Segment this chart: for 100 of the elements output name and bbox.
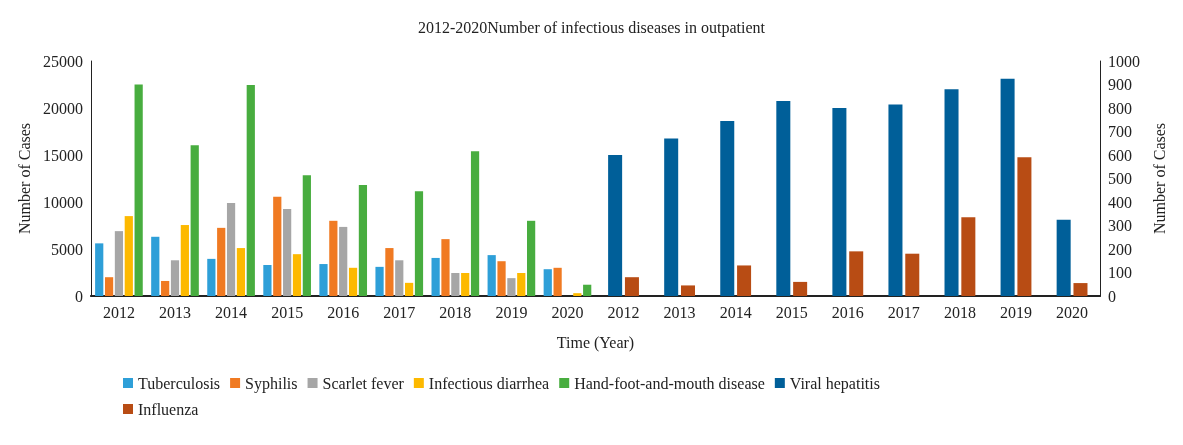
x-tick-label: 2014 [215,303,248,321]
bar [273,196,282,296]
x-tick-label: 2019 [1000,303,1032,321]
bar [114,231,124,296]
bar [776,100,791,296]
bar [226,202,236,296]
bar [95,243,104,296]
legend-label: Influenza [138,400,199,418]
y-tick-label: 25000 [42,52,83,70]
bar [487,255,496,296]
x-axis-title: Time (Year) [556,333,635,352]
bar [573,293,582,296]
bar [358,185,368,296]
bar [236,248,246,296]
bar [263,264,272,296]
bar [375,266,384,296]
x-tick-label: 2018 [943,303,976,321]
bar [507,278,516,296]
legend-label: Tuberculosis [138,374,221,392]
y2-tick-label: 300 [1108,217,1133,234]
bar [319,264,328,296]
legend-label: Syphilis [245,374,298,393]
bar [292,254,302,296]
x-tick-label: 2020 [1056,303,1089,321]
y-tick-label: 20000 [42,99,83,117]
bar [583,284,592,296]
y-tick-label: 0 [74,287,83,305]
bar [497,261,506,296]
bar [961,217,976,296]
y2-tick-label: 800 [1108,99,1133,117]
bar [104,277,114,296]
x-tick-label: 2017 [887,303,920,321]
bar [517,272,526,296]
y2-tick-label: 700 [1108,123,1133,140]
bar [681,285,696,296]
bar [470,151,480,296]
bar [190,145,199,296]
bar [451,272,460,296]
bar [339,226,348,296]
bar [134,84,143,296]
bar [849,251,864,296]
bar [553,267,562,296]
bar [905,253,920,296]
bar [395,260,404,296]
bar [1073,283,1088,296]
bar [944,89,959,296]
bar [151,236,160,296]
bar [1056,219,1071,296]
bar [329,220,338,296]
y-tick-label: 5000 [50,240,83,258]
bar [414,191,424,296]
x-tick-label: 2015 [775,303,808,321]
bar [170,260,180,296]
y2-tick-label: 1000 [1108,52,1141,70]
bar [441,239,450,296]
x-tick-label: 2013 [663,303,696,321]
y2-axis-title: Number of Cases [1150,122,1168,235]
y-axis-title: Number of Cases [15,122,33,235]
chart-title: 2012-2020Number of infectious diseases in outpatient [417,18,766,37]
y2-tick-label: 900 [1108,76,1133,93]
bar [832,108,847,296]
bar [527,220,536,296]
bar [217,227,226,296]
bar [1000,78,1015,296]
x-tick-label: 2017 [383,303,416,321]
x-tick-label: 2020 [551,303,584,321]
bar [543,269,552,296]
bar [124,216,133,296]
bar [180,225,189,296]
bar [207,258,216,296]
legend-label: Hand-foot-and-mouth disease [574,374,765,392]
bar [1017,157,1032,296]
legend-label: Infectious diarrhea [428,374,550,392]
y2-tick-label: 500 [1108,170,1133,187]
y2-tick-label: 0 [1108,287,1117,305]
bar [793,281,808,296]
y2-tick-label: 400 [1108,193,1133,211]
y2-tick-label: 600 [1108,146,1133,164]
x-tick-label: 2014 [719,303,752,321]
x-tick-label: 2013 [159,303,191,321]
bar [608,155,623,296]
bar [461,272,470,296]
x-tick-label: 2015 [271,303,304,321]
bar [431,257,440,296]
bar [302,175,311,296]
x-tick-label: 2018 [439,303,472,321]
x-tick-label: 2016 [831,303,864,321]
bar [283,209,292,296]
bar [161,280,170,296]
legend-label: Viral hepatitis [789,374,880,393]
bar [405,282,414,296]
bar [664,138,679,296]
bar [720,120,735,296]
y2-tick-label: 200 [1108,240,1133,258]
legend-label: Scarlet fever [322,374,405,392]
y2-tick-label: 100 [1108,264,1133,281]
y-tick-label: 15000 [42,146,83,164]
x-tick-label: 2019 [495,303,528,321]
x-tick-label: 2012 [102,303,135,321]
bar [888,104,903,296]
